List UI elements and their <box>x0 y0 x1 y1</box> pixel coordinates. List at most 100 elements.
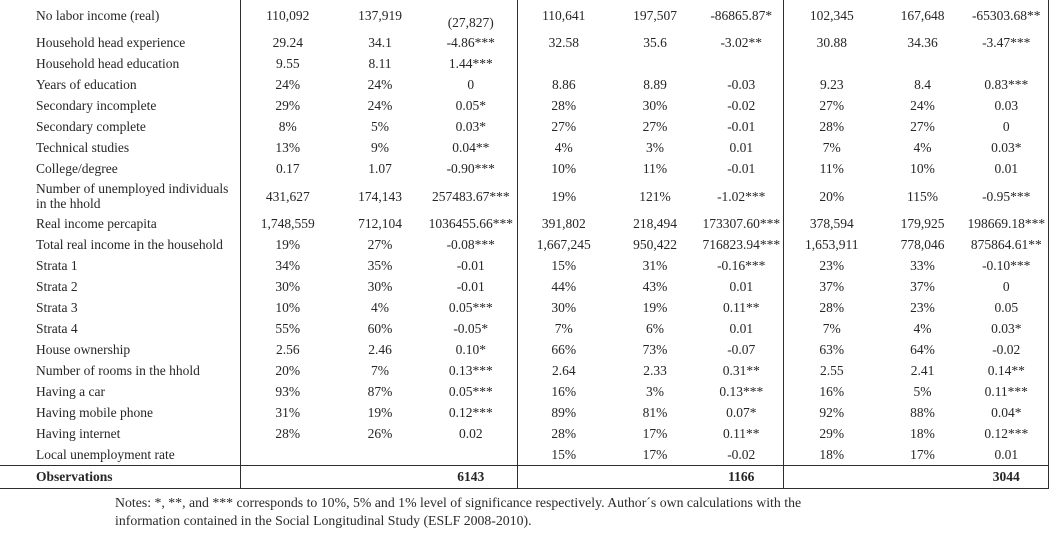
row-label: Number of rooms in the hhold <box>0 360 241 382</box>
table-cell: 2.64 <box>551 363 576 379</box>
table-row: Household head experience 29.24 34.1 -4.86*… <box>0 32 1049 53</box>
table-cell: 63% <box>819 342 845 358</box>
table-cell: 27% <box>367 237 393 253</box>
table-cell: 27% <box>642 118 668 134</box>
table-cell: 197,507 <box>633 8 677 24</box>
table-cell: 23% <box>819 258 845 274</box>
table-cell: 4% <box>371 300 389 316</box>
table-cell: 0.01 <box>700 276 784 298</box>
table-cell: 1,653,911 <box>805 237 859 253</box>
table-row: Having mobile phone 31% 19% 0.12*** 89% 81% 0.… <box>0 402 1049 424</box>
table-cell <box>783 464 880 489</box>
table-cell: 60% <box>367 321 393 337</box>
table-cell: 0.04** <box>425 137 518 158</box>
table-cell: -4.86*** <box>425 32 518 53</box>
table-cell: 0.01 <box>700 318 784 340</box>
table-cell: 0.02 <box>425 423 518 445</box>
table-cell: 19% <box>275 237 301 253</box>
row-label: Local unemployment rate <box>0 444 241 466</box>
table-cell: 167,648 <box>900 8 945 24</box>
table-row: Strata 3 10% 4% 0.05*** 30% 19% 0.11** 28% 23% 0.… <box>0 297 1049 319</box>
table-cell: 0.05 <box>965 297 1049 319</box>
row-label: Strata 1 <box>0 255 241 277</box>
table-cell: 88% <box>910 405 935 421</box>
table-cell: 875864.61** <box>965 234 1049 256</box>
table-cell: 2.46 <box>368 342 392 358</box>
table-cell <box>335 464 425 489</box>
table-cell: 0.14** <box>965 360 1049 382</box>
table-cell <box>517 464 610 489</box>
table-cell: 218,494 <box>633 216 677 232</box>
row-label: Real income percapita <box>0 213 241 235</box>
observations-count: 6143 <box>425 464 518 489</box>
table-cell: 81% <box>642 405 668 421</box>
table-cell: 1,667,245 <box>536 237 591 253</box>
observations-label: Observations <box>0 464 241 489</box>
table-cell: 16% <box>819 384 845 400</box>
table-cell: 28% <box>275 426 301 442</box>
table-cell: 11% <box>642 160 668 176</box>
table-cell: 35.6 <box>643 34 667 50</box>
table-cell: -0.01 <box>700 116 784 137</box>
table-cell: 6% <box>646 321 664 337</box>
table-cell: 391,802 <box>541 216 586 232</box>
table-cell: 115% <box>907 188 938 204</box>
notes-line-2: information contained in the Social Long… <box>115 512 532 528</box>
table-cell: 0.11** <box>700 297 784 319</box>
table-row: Number of rooms in the hhold 20% 7% 0.13***… <box>0 360 1049 382</box>
table-cell: 8.11 <box>368 55 392 71</box>
table-cell: 33% <box>910 258 935 274</box>
table-cell <box>517 53 610 74</box>
row-label: Household head education <box>0 53 241 74</box>
table-cell: 24% <box>910 97 935 113</box>
table-row: Local unemployment rate 15% 17% -0.02 18% 17%… <box>0 444 1049 466</box>
table-cell: 0.01 <box>700 137 784 158</box>
table-cell: 89% <box>551 405 577 421</box>
row-label: Strata 3 <box>0 297 241 319</box>
table-cell: 0.13*** <box>700 381 784 403</box>
table-cell: 9.23 <box>819 76 844 92</box>
table-cell: 66% <box>551 342 577 358</box>
table-cell: 778,046 <box>900 237 945 253</box>
row-label: College/degree <box>0 158 241 179</box>
table-cell: 0.10* <box>425 339 518 361</box>
table-cell: 8.86 <box>551 76 576 92</box>
table-cell: 137,919 <box>358 8 402 24</box>
table-cell: 0.12*** <box>965 423 1049 445</box>
table-cell: 2.56 <box>275 342 300 358</box>
table-cell: 37% <box>819 279 845 295</box>
observations-count: 3044 <box>965 464 1049 489</box>
table-cell: -0.02 <box>700 444 784 466</box>
table-cell: -0.07 <box>700 339 784 361</box>
row-label: No labor income (real) <box>0 0 241 32</box>
table-row: Strata 4 55% 60% -0.05* 7% 6% 0.01 7% 4% 0.03* <box>0 318 1049 340</box>
table-cell: 28% <box>819 118 845 134</box>
row-label: Strata 4 <box>0 318 241 340</box>
table-cell: 27% <box>910 118 935 134</box>
table-cell: 15% <box>551 258 577 274</box>
table-cell: 0.05*** <box>425 381 518 403</box>
table-cell: 28% <box>819 300 845 316</box>
table-cell: 43% <box>642 279 668 295</box>
row-label: Secondary complete <box>0 116 241 137</box>
table-cell: 92% <box>819 405 845 421</box>
table-cell: 3% <box>646 384 664 400</box>
table-cell: 2.41 <box>910 363 935 379</box>
table-body: No labor income (real) 110,092 137,919 (27,… <box>0 0 1049 489</box>
table-cell: 0.05*** <box>425 297 518 319</box>
table-cell <box>610 464 700 489</box>
table-row: House ownership 2.56 2.46 0.10* 66% 73% -0.07 6… <box>0 339 1049 361</box>
table-cell: -0.02 <box>700 95 784 116</box>
table-cell: 18% <box>910 426 935 442</box>
table-cell: 20% <box>275 363 301 379</box>
table-cell: 0.01 <box>965 158 1049 179</box>
row-label: Years of education <box>0 74 241 95</box>
table-cell: 5% <box>913 384 932 400</box>
table-cell: 17% <box>642 426 668 442</box>
table-cell: 198669.18*** <box>965 213 1049 235</box>
table-cell: 28% <box>551 426 577 442</box>
summary-statistics-table: No labor income (real) 110,092 137,919 (27,… <box>0 0 1049 489</box>
table-cell <box>880 464 965 489</box>
table-cell: 9.55 <box>275 55 300 71</box>
table-cell: -3.02** <box>700 32 784 53</box>
